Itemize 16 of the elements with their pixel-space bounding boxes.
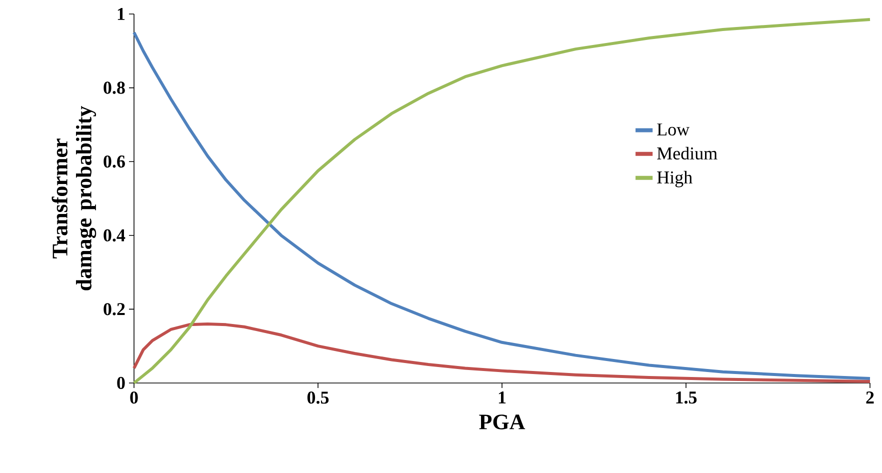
legend-label: Low: [657, 124, 690, 136]
x-tick-label: 1: [498, 392, 506, 404]
legend-label: Medium: [657, 146, 718, 160]
x-tick-label: 1.5: [676, 392, 697, 404]
x-tick-label: 2: [866, 392, 874, 404]
legend-label: High: [657, 170, 692, 188]
y-tick-label: 0.8: [104, 82, 125, 94]
y-axis-title: Transformer damage probability: [52, 106, 96, 290]
x-tick-label: 0.5: [307, 392, 329, 404]
y-tick-label: 0.4: [104, 229, 126, 242]
y-tick-label: 0.6: [104, 155, 125, 168]
y-tick-label: 0.2: [104, 303, 125, 316]
x-axis-title: PGA: [479, 414, 526, 430]
x-tick-label: 0: [130, 392, 138, 404]
y-tick-label: 0: [117, 376, 125, 390]
y-tick-label: 1: [118, 8, 125, 20]
